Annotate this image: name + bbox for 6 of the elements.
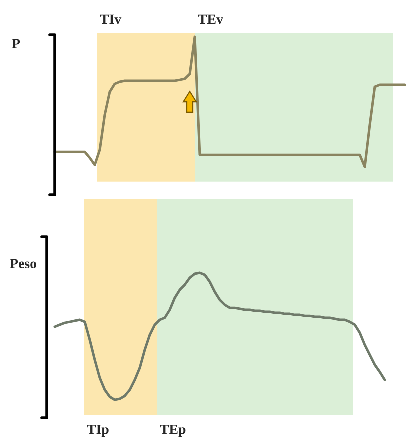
y-axis-title: P: [12, 39, 20, 48]
text: TIv: [100, 14, 122, 24]
text: TIp: [87, 425, 109, 438]
text: TEv: [198, 14, 224, 24]
y-axis-title: Peso: [10, 259, 36, 268]
text: TEp: [160, 425, 186, 438]
